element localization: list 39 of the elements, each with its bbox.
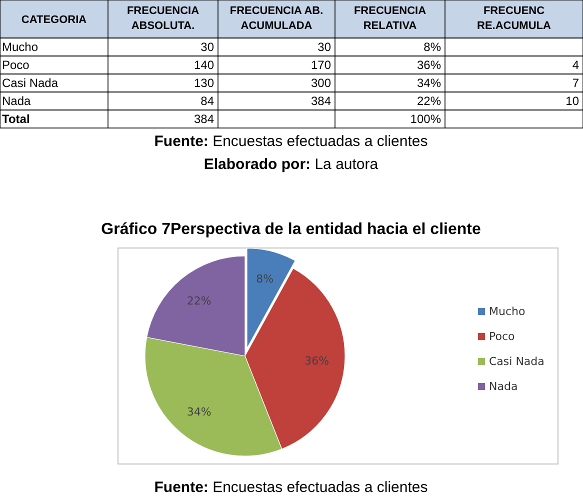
text: 130: [194, 76, 214, 90]
text: Nada: [2, 94, 32, 108]
source-note: Fuente: Encuestas efectuadas a clientes: [154, 133, 428, 150]
data-label: 22%: [186, 294, 212, 308]
data-label: 34%: [186, 405, 212, 418]
text: 140: [194, 58, 214, 72]
data-label: 36%: [304, 354, 330, 368]
text: 384: [310, 94, 332, 108]
legend-label: Casi Nada: [489, 355, 544, 368]
text: Mucho: [2, 40, 38, 54]
legend-label: Mucho: [489, 305, 526, 318]
text: 30: [200, 40, 214, 54]
text: 36%: [416, 58, 442, 72]
text: 34%: [416, 76, 442, 90]
text: Poco: [2, 58, 30, 72]
text: CATEGORIA: [21, 14, 87, 26]
text: FRECUENC RE.ACUMULA: [477, 5, 552, 32]
legend-label: Nada: [489, 380, 518, 393]
text: 30: [318, 40, 332, 54]
legend-label: Poco: [489, 330, 516, 343]
text: Casi Nada: [2, 76, 58, 90]
text: FRECUENCIA ABSOLUTA.: [126, 5, 200, 32]
source-note: Fuente: Encuestas efectuadas a clientes: [154, 479, 428, 496]
text: 8%: [424, 40, 442, 54]
text: FRECUENCIA RELATIVA: [354, 5, 426, 32]
text: Total: [2, 112, 30, 126]
chart-title: Gráfico 7Perspectiva de la entidad hacia el cliente: [101, 221, 481, 238]
text: 22%: [416, 94, 442, 108]
text: 4: [572, 58, 580, 72]
text: 10: [566, 94, 580, 108]
text: 100%: [410, 112, 442, 126]
text: 84: [200, 94, 214, 108]
text: Elaborado por: La autora: [204, 156, 379, 173]
text: 384: [194, 112, 214, 126]
text: 300: [310, 76, 332, 90]
text: 170: [310, 58, 332, 72]
data-label: 8%: [256, 272, 274, 286]
text: 7: [572, 76, 580, 90]
text: FRECUENCIA AB. ACUMULADA: [230, 5, 324, 32]
